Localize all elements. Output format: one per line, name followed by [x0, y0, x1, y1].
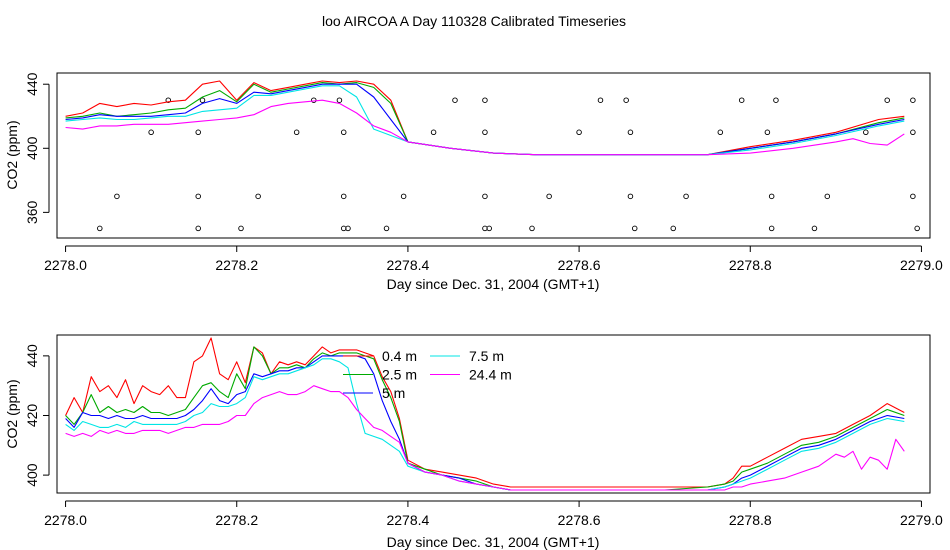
top-y-tick-label: 440	[24, 72, 40, 96]
data-point	[400, 193, 407, 200]
data-point	[623, 97, 629, 103]
bottom-x-tick-label: 2278.4	[386, 512, 429, 528]
data-point	[768, 193, 775, 200]
data-point	[255, 193, 261, 200]
data-point	[482, 129, 488, 136]
data-point	[148, 129, 154, 136]
top-series-line	[65, 99, 905, 156]
top-x-tick-label: 2278.2	[215, 257, 258, 273]
data-point	[336, 97, 343, 103]
data-point	[627, 193, 634, 200]
bottom-series-line	[65, 358, 905, 491]
top-x-tick-label: 2278.0	[44, 257, 87, 273]
data-point	[452, 97, 458, 103]
bottom-x-tick-label: 2279.0	[900, 512, 943, 528]
data-point	[114, 193, 120, 200]
data-point	[482, 97, 488, 103]
legend-label: 7.5 m	[469, 348, 504, 364]
top-x-tick-label: 2278.4	[386, 257, 429, 273]
top-panel: Day since Dec. 31, 2004 (GMT+1) CO2 (ppm…	[4, 72, 943, 292]
legend-label: 5 m	[382, 385, 405, 401]
top-x-tick-label: 2279.0	[900, 257, 943, 273]
data-point	[311, 97, 317, 103]
data-point	[430, 129, 437, 136]
bottom-x-tick-label: 2278.0	[44, 512, 87, 528]
data-point	[627, 129, 634, 136]
data-point	[165, 97, 172, 103]
bottom-series-line	[65, 385, 905, 491]
data-point	[910, 193, 916, 200]
data-point	[576, 129, 582, 136]
bottom-x-tick-label: 2278.8	[729, 512, 772, 528]
data-point	[195, 129, 201, 136]
data-point	[486, 225, 492, 232]
data-point	[914, 225, 920, 232]
bottom-panel: Day since Dec. 31, 2004 (GMT+1) CO2 (ppm…	[4, 334, 943, 550]
data-point	[238, 225, 244, 232]
data-point	[97, 225, 103, 232]
bottom-y-tick-label: 400	[24, 463, 40, 487]
bottom-y-tick-label: 440	[24, 344, 40, 368]
data-point	[546, 193, 552, 200]
data-point	[631, 225, 638, 232]
bottom-x-tick-label: 2278.2	[215, 512, 258, 528]
data-point	[738, 97, 745, 103]
bottom-plot-frame	[56, 334, 931, 494]
data-point	[383, 225, 390, 232]
legend-label: 2.5 m	[382, 367, 417, 383]
data-point	[764, 129, 771, 136]
data-point	[884, 97, 890, 103]
data-point	[910, 129, 916, 136]
data-point	[768, 225, 775, 232]
top-x-tick-label: 2278.6	[558, 257, 601, 273]
data-point	[811, 225, 818, 232]
data-point	[195, 193, 201, 200]
data-point	[910, 97, 916, 103]
top-x-axis-label: Day since Dec. 31, 2004 (GMT+1)	[387, 276, 600, 292]
data-point	[529, 225, 535, 232]
data-point	[824, 193, 831, 200]
bottom-series-line	[65, 346, 905, 491]
figure-title: loo AIRCOA A Day 110328 Calibrated Times…	[322, 13, 626, 29]
bottom-y-tick-label: 420	[24, 404, 40, 428]
data-point	[293, 129, 300, 136]
bottom-x-tick-label: 2278.6	[558, 512, 601, 528]
bottom-x-axis-label: Day since Dec. 31, 2004 (GMT+1)	[387, 534, 600, 550]
data-point	[482, 193, 488, 200]
top-y-tick-label: 360	[24, 200, 40, 224]
legend-label: 24.4 m	[469, 367, 512, 383]
data-point	[683, 193, 689, 200]
data-point	[670, 225, 676, 232]
data-point	[863, 129, 869, 136]
data-point	[340, 129, 347, 136]
data-point	[773, 97, 779, 103]
data-point	[345, 225, 351, 232]
top-y-axis-label: CO2 (ppm)	[4, 120, 20, 189]
bottom-series-line	[65, 337, 905, 488]
top-plot-frame	[56, 72, 931, 239]
data-point	[340, 193, 347, 200]
top-x-tick-label: 2278.8	[729, 257, 772, 273]
data-point	[717, 129, 724, 136]
data-point	[199, 97, 206, 103]
data-point	[195, 225, 201, 232]
legend-label: 0.4 m	[382, 348, 417, 364]
bottom-series-line	[65, 355, 905, 491]
top-y-tick-label: 400	[24, 136, 40, 160]
bottom-y-axis-label: CO2 (ppm)	[4, 379, 20, 448]
data-point	[597, 97, 604, 103]
